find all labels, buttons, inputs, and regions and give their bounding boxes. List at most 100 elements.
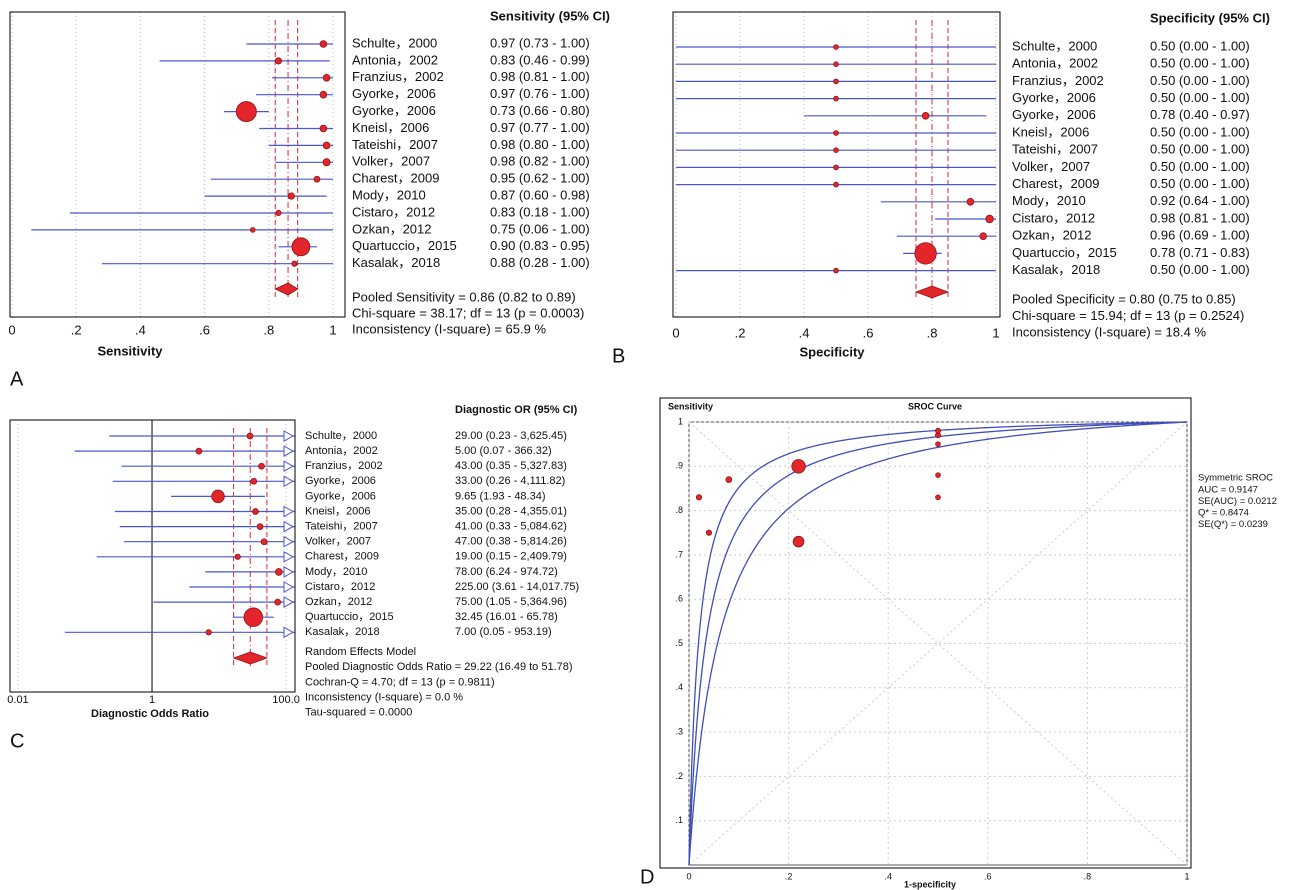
column-title: Specificity (95% CI) — [1150, 10, 1270, 25]
study-marker — [252, 508, 259, 515]
study-marker — [246, 432, 254, 440]
study-marker — [322, 158, 331, 167]
stat-note: Chi-square = 15.94; df = 13 (p = 0.2524) — [1012, 308, 1244, 323]
study-label: Gyorke，2006 — [1012, 90, 1096, 105]
stat-note: Pooled Sensitivity = 0.86 (0.82 to 0.89) — [352, 289, 576, 304]
pooled-diamond — [914, 285, 950, 299]
study-label: Quartuccio，2015 — [352, 238, 457, 253]
stat-note: Tau-squared = 0.0000 — [305, 707, 412, 719]
value-label: 5.00 (0.07 - 366.32) — [455, 445, 552, 457]
sroc-curve — [688, 421, 1188, 865]
sroc-curve — [688, 421, 1188, 865]
x-axis-label: 1-specificity — [904, 879, 956, 889]
study-label: Kasalak，2018 — [305, 626, 380, 638]
study-marker — [249, 227, 256, 233]
study-label: Kasalak，2018 — [352, 255, 440, 270]
y-tick-label: .9 — [675, 461, 683, 471]
study-marker — [313, 175, 321, 183]
legend-title: Symmetric SROC — [1198, 473, 1273, 484]
value-label: 0.50 (0.00 - 1.00) — [1150, 142, 1250, 157]
x-tick-label: 0 — [8, 322, 15, 337]
study-marker — [914, 242, 937, 265]
y-tick-label: 1 — [678, 416, 683, 426]
value-label: 43.00 (0.35 - 5,327.83) — [455, 460, 567, 472]
value-label: 0.97 (0.73 - 1.00) — [490, 35, 590, 50]
study-label: Schulte，2000 — [352, 35, 437, 50]
ci-arrow — [283, 626, 295, 639]
x-tick-label: 0.01 — [7, 694, 28, 706]
study-label: Volker，2007 — [305, 536, 371, 548]
study-label: Gyorke，2006 — [305, 475, 376, 487]
column-title: Sensitivity (95% CI) — [490, 8, 610, 23]
ci-arrow — [283, 475, 295, 488]
study-label: Gyorke，2006 — [352, 86, 436, 101]
legend-line: Q* = 0.8474 — [1198, 508, 1249, 519]
study-marker — [319, 124, 328, 133]
value-label: 35.00 (0.28 - 4,355.01) — [455, 505, 567, 517]
study-label: Ozkan，2012 — [352, 221, 432, 236]
study-label: Franzius，2002 — [305, 460, 383, 472]
value-label: 0.50 (0.00 - 1.00) — [1150, 90, 1250, 105]
x-tick-label: 1 — [992, 325, 999, 340]
value-label: 0.83 (0.46 - 0.99) — [490, 52, 590, 67]
x-tick-label: 1 — [329, 322, 336, 337]
y-axis-label: Sensitivity — [668, 401, 713, 411]
y-tick-label: .7 — [675, 549, 683, 559]
value-label: 75.00 (1.05 - 5,364.96) — [455, 596, 567, 608]
ci-arrow — [283, 550, 295, 563]
plot-area — [11, 12, 334, 317]
stat-note: Random Effects Model — [305, 646, 416, 658]
value-label: 19.00 (0.15 - 2,409.79) — [455, 551, 567, 563]
study-label: Cistaro，2012 — [352, 204, 435, 219]
x-tick-label: .8 — [927, 325, 938, 340]
value-label: 0.98 (0.81 - 1.00) — [1150, 210, 1250, 225]
study-label: Gyorke，2006 — [1012, 107, 1096, 122]
value-label: 0.97 (0.77 - 1.00) — [490, 120, 590, 135]
study-marker — [833, 61, 839, 68]
plot-frame — [9, 11, 346, 318]
value-label: 0.90 (0.83 - 0.95) — [490, 238, 590, 253]
ci-arrow — [283, 535, 295, 548]
study-point — [792, 535, 805, 548]
ci-arrow — [283, 596, 295, 608]
study-marker — [250, 477, 258, 485]
study-marker — [287, 192, 295, 200]
ci-arrow — [283, 430, 295, 442]
study-marker — [833, 130, 839, 136]
x-axis-label: Diagnostic Odds Ratio — [91, 708, 209, 720]
x-tick-label: 0 — [672, 325, 679, 340]
study-marker — [205, 629, 212, 636]
study-marker — [275, 568, 283, 576]
x-tick-label: .6 — [984, 871, 992, 881]
study-label: Antonia，2002 — [305, 445, 378, 457]
study-label: Mody，2010 — [352, 188, 426, 203]
x-tick-label: .4 — [884, 871, 892, 881]
study-marker — [256, 523, 264, 530]
study-label: Quartuccio，2015 — [1012, 245, 1117, 260]
study-label: Gyorke，2006 — [352, 103, 436, 118]
study-label: Kneisl，2006 — [305, 505, 370, 517]
study-marker — [260, 538, 268, 546]
x-axis-label: Specificity — [799, 344, 865, 359]
value-label: 0.98 (0.81 - 1.00) — [490, 69, 590, 84]
x-tick-label: 1 — [1184, 871, 1189, 881]
study-label: Mody，2010 — [305, 566, 367, 578]
stat-note: Pooled Diagnostic Odds Ratio = 29.22 (16… — [305, 661, 573, 673]
value-label: 0.50 (0.00 - 1.00) — [1150, 38, 1250, 53]
value-label: 33.00 (0.26 - 4,111.82) — [455, 475, 565, 487]
stat-note: Cochran-Q = 4.70; df = 13 (p = 0.9811) — [305, 676, 495, 688]
value-label: 32.45 (16.01 - 65.78) — [455, 611, 558, 623]
plot-frame — [672, 11, 1001, 318]
stat-note: Chi-square = 38.17; df = 13 (p = 0.0003) — [352, 305, 584, 320]
x-tick-label: 100.0 — [272, 694, 300, 706]
study-marker — [258, 462, 265, 470]
value-label: 0.50 (0.00 - 1.00) — [1150, 56, 1250, 71]
value-label: 0.50 (0.00 - 1.00) — [1150, 159, 1250, 174]
study-point — [791, 459, 806, 474]
panel-letter: D — [640, 866, 654, 888]
study-marker — [921, 112, 930, 120]
legend-line: AUC = 0.9147 — [1198, 485, 1258, 496]
y-tick-label: .8 — [675, 505, 683, 515]
value-label: 7.00 (0.05 - 953.19) — [455, 626, 552, 638]
study-label: Mody，2010 — [1012, 193, 1086, 208]
